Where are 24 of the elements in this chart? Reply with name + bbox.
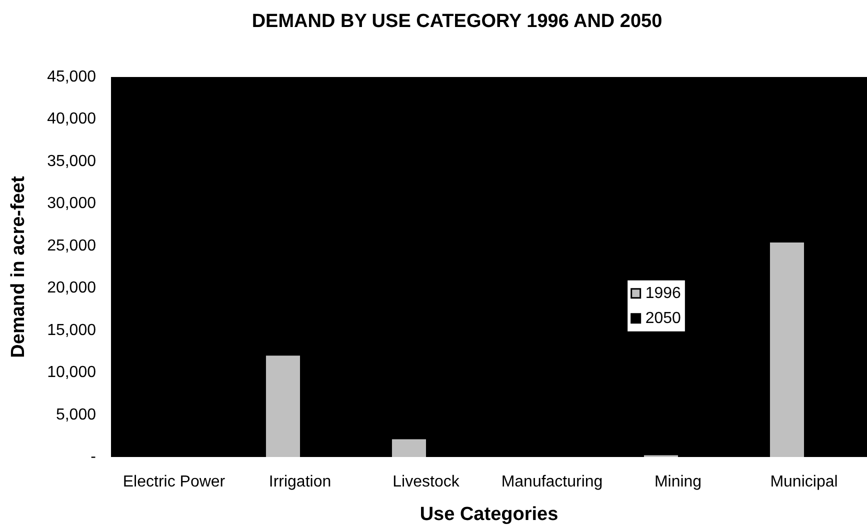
y-tick-label: 45,000 — [47, 68, 96, 86]
bar — [392, 439, 426, 457]
chart-title: DEMAND BY USE CATEGORY 1996 AND 2050 — [252, 11, 662, 32]
bar — [770, 242, 804, 457]
y-tick-label: 20,000 — [47, 280, 96, 297]
x-tick-label: Irrigation — [268, 474, 332, 490]
legend-label: 1996 — [645, 284, 682, 302]
y-tick-label: 10,000 — [47, 364, 96, 382]
y-tick-label: 5,000 — [56, 406, 96, 424]
bar — [266, 356, 300, 457]
legend-label: 2050 — [645, 310, 682, 327]
x-tick-label: Livestock — [392, 474, 460, 490]
y-tick-label: 25,000 — [47, 237, 96, 254]
x-tick-label: Mining — [654, 474, 702, 490]
y-tick-label: 40,000 — [47, 110, 96, 128]
y-tick-label: 30,000 — [47, 195, 96, 212]
y-tick-label: 15,000 — [47, 322, 96, 339]
x-tick-label: Manufacturing — [501, 474, 603, 490]
y-axis-title: Demand in acre-feet — [8, 176, 29, 358]
x-axis-title: Use Categories — [420, 504, 558, 525]
y-tick-label: - — [90, 448, 96, 466]
x-tick-label: Electric Power — [122, 474, 226, 490]
x-tick-label: Municipal — [770, 474, 838, 490]
y-tick-label: 35,000 — [47, 152, 96, 170]
